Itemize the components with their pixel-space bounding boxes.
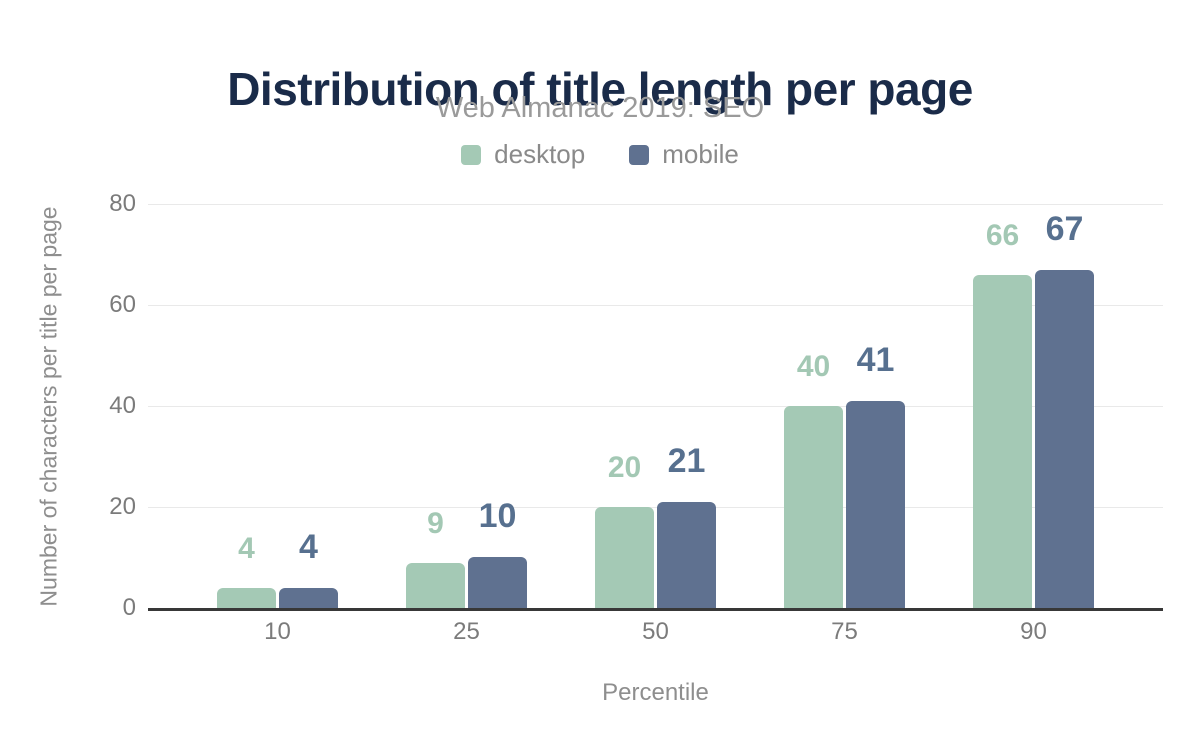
bar-value-label: 67: [1045, 210, 1084, 248]
x-axis-line: [148, 608, 1163, 611]
x-tick-label: 50: [642, 618, 669, 645]
bar-mobile-p25[interactable]: 10: [468, 499, 527, 608]
bar-group-25: 9 10: [372, 204, 561, 608]
bar-group-50: 20 21: [561, 204, 750, 608]
y-tick-label: 0: [122, 594, 136, 621]
bar-mobile-p90[interactable]: 67: [1035, 212, 1094, 608]
bar-desktop-p90[interactable]: 66: [973, 221, 1032, 608]
desktop-legend-swatch: [461, 144, 482, 165]
x-axis-title: Percentile: [602, 679, 709, 706]
legend-item-desktop[interactable]: desktop: [461, 139, 585, 170]
bar-group-90: 66 67: [939, 204, 1128, 608]
x-tick-label: 25: [453, 618, 480, 645]
bar-value-label: 40: [796, 350, 831, 383]
chart-subtitle: Web Almanac 2019: SEO: [435, 92, 765, 124]
bar-value-label: 41: [856, 341, 895, 379]
bar-desktop-p50[interactable]: 20: [595, 453, 654, 608]
chart-title: Distribution of title length per page: [227, 62, 973, 115]
bar-desktop-p75[interactable]: 40: [784, 352, 843, 608]
gridline: [148, 507, 1163, 508]
bar-value-label: 10: [478, 497, 517, 535]
legend-label: desktop: [494, 139, 586, 169]
bar-mobile-p75[interactable]: 41: [846, 343, 905, 608]
legend-label: mobile: [662, 139, 739, 169]
bar-value-label: 66: [985, 219, 1020, 252]
bar-desktop-p25[interactable]: 9: [406, 509, 465, 608]
y-tick-label: 60: [109, 291, 136, 318]
y-tick-label: 40: [109, 392, 136, 419]
gridline: [148, 406, 1163, 407]
y-tick-label: 20: [109, 493, 136, 520]
gridline: [148, 204, 1163, 205]
x-axis-ticks: 10 25 50 75 90: [148, 617, 1163, 647]
legend: desktop mobile: [0, 139, 1200, 170]
bar-desktop-p10[interactable]: 4: [217, 534, 276, 608]
bar-value-label: 20: [607, 451, 642, 484]
bar-mobile-p50[interactable]: 21: [657, 444, 716, 608]
bar-mobile-p10[interactable]: 4: [279, 530, 338, 608]
bar-value-label: 9: [427, 507, 444, 540]
plot-area: 4 4 9 10 20 21 40 41 66 67: [148, 204, 1163, 608]
x-tick-label: 90: [1020, 618, 1047, 645]
mobile-legend-swatch: [629, 144, 650, 165]
y-tick-label: 80: [109, 190, 136, 217]
bar-value-label: 4: [238, 532, 255, 565]
gridline: [148, 305, 1163, 306]
legend-item-mobile[interactable]: mobile: [629, 139, 739, 170]
bar-value-label: 4: [299, 528, 318, 566]
x-tick-label: 75: [831, 618, 858, 645]
bar-group-75: 40 41: [750, 204, 939, 608]
bar-value-label: 21: [667, 442, 706, 480]
x-tick-label: 10: [264, 618, 291, 645]
